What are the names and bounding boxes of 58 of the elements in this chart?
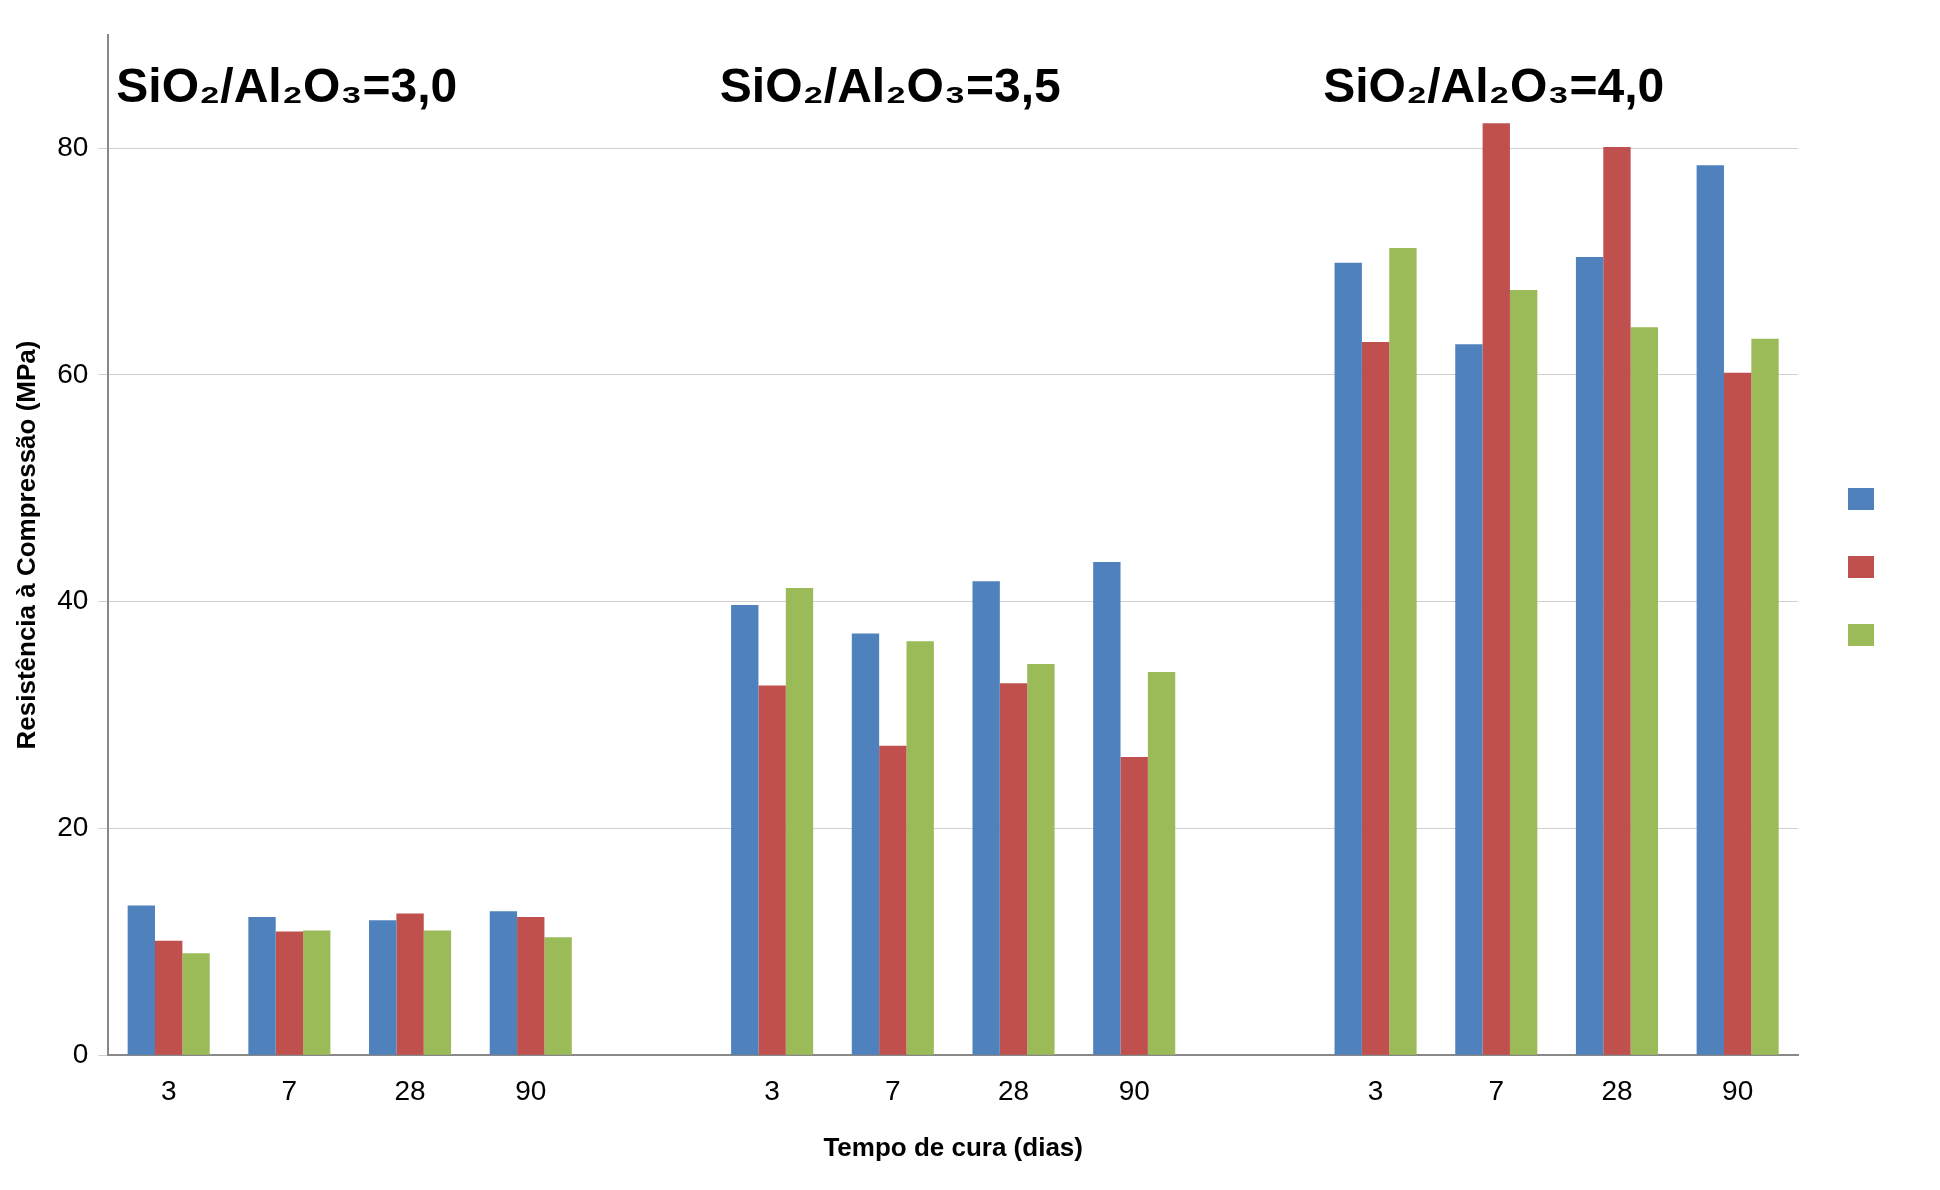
x-tick-label: 90: [515, 1074, 547, 1106]
bar: [544, 937, 572, 1055]
annotation: SiO₂/Al₂O₃=3,0: [116, 59, 458, 113]
x-tick-label: 28: [394, 1074, 426, 1106]
bar: [1603, 147, 1631, 1055]
x-tick-label: 90: [1722, 1074, 1754, 1106]
y-tick-label: 20: [57, 811, 89, 843]
x-tick-label: 7: [281, 1074, 298, 1106]
x-tick-label: 28: [997, 1074, 1030, 1106]
bar: [785, 588, 814, 1055]
bar: [1482, 123, 1510, 1055]
x-tick-label: 28: [1601, 1074, 1633, 1106]
bar: [396, 913, 424, 1055]
bar: [879, 745, 907, 1055]
bar: [1093, 562, 1121, 1055]
x-axis-title: Tempo de cura (dias): [823, 1131, 1083, 1162]
bar: [155, 940, 183, 1055]
bar: [851, 633, 880, 1055]
bar: [303, 930, 331, 1055]
annotation: SiO₂/Al₂O₃=3,5: [719, 59, 1061, 113]
bar: [1120, 757, 1148, 1055]
bar: [1361, 342, 1390, 1055]
bar: [1575, 257, 1604, 1055]
bar: [1389, 247, 1417, 1055]
bar: [972, 581, 1000, 1055]
bar: [275, 931, 304, 1055]
bar: [489, 911, 518, 1055]
y-tick-label: 60: [57, 357, 89, 389]
bar: [127, 905, 156, 1055]
y-tick-label: 40: [57, 584, 89, 616]
bar: [1723, 372, 1752, 1055]
bar: [1334, 262, 1362, 1055]
y-tick-label: 0: [72, 1037, 89, 1069]
y-tick-label: 80: [57, 130, 89, 162]
bar: [369, 920, 397, 1055]
bar: [1751, 338, 1779, 1055]
bar: [1630, 327, 1658, 1055]
bar: [248, 916, 276, 1055]
bar: [1509, 289, 1538, 1055]
bar: [1455, 344, 1483, 1055]
x-tick-label: 3: [1367, 1074, 1384, 1106]
bar: [423, 930, 452, 1055]
x-tick-label: 3: [160, 1074, 177, 1106]
y-axis-title: Resistência à Compressão (MPa): [10, 340, 41, 750]
x-tick-label: 3: [764, 1074, 780, 1106]
annotation: SiO₂/Al₂O₃=4,0: [1323, 59, 1665, 113]
x-tick-label: 7: [1488, 1074, 1505, 1106]
bar: [999, 683, 1028, 1055]
x-tick-label: 7: [885, 1074, 901, 1106]
bar: [1027, 664, 1055, 1055]
bar: [1696, 165, 1724, 1055]
bar: [731, 605, 759, 1055]
bar: [517, 916, 545, 1055]
x-tick-label: 90: [1118, 1074, 1150, 1106]
bar: [758, 685, 786, 1055]
bar: [182, 953, 210, 1055]
bar: [1147, 671, 1176, 1055]
bar: [906, 641, 934, 1055]
